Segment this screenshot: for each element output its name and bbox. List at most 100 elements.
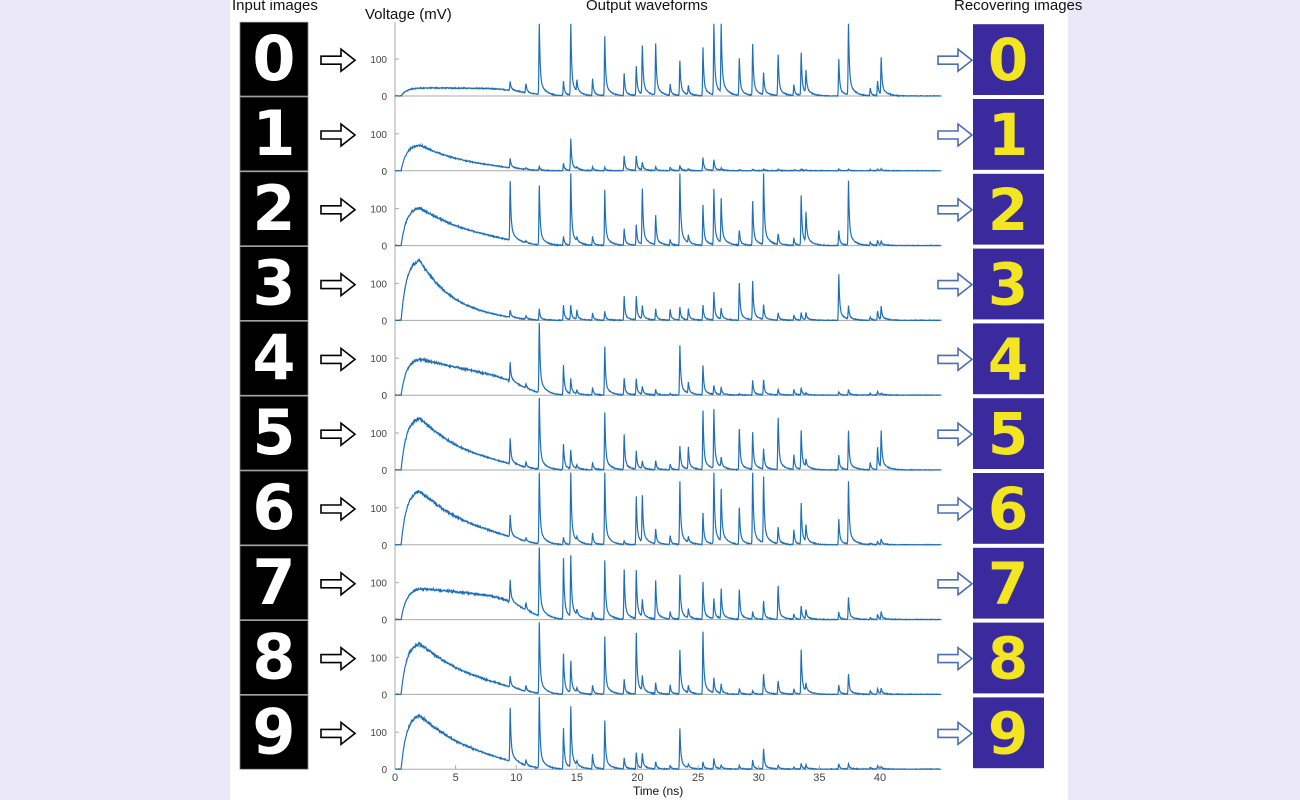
y-tick-label: 0 bbox=[381, 765, 387, 776]
y-tick-label: 100 bbox=[370, 279, 387, 290]
right-arrow-outline-icon bbox=[320, 122, 357, 148]
recovered-image-7: 7 bbox=[973, 547, 1044, 619]
recovered-image-background bbox=[973, 622, 1044, 694]
y-tick-label: 100 bbox=[370, 579, 387, 590]
y-tick-label: 0 bbox=[381, 316, 387, 327]
right-arrow-outline-icon bbox=[320, 346, 357, 373]
input-digit: 8 bbox=[252, 621, 295, 694]
input-image-background bbox=[239, 320, 309, 396]
right-arrow-outline-icon bbox=[320, 720, 357, 747]
y-tick-label: 0 bbox=[381, 690, 387, 701]
input-image-background bbox=[239, 620, 309, 695]
waveform-line-digit-3 bbox=[395, 258, 941, 322]
y-tick-label: 100 bbox=[370, 205, 387, 216]
y-tick-label: 0 bbox=[381, 466, 387, 477]
y-tick-label: 0 bbox=[381, 541, 387, 552]
right-arrow-outline-icon bbox=[937, 197, 974, 223]
input-image-background bbox=[239, 470, 309, 546]
right-arrow-outline-icon bbox=[320, 645, 357, 672]
recovered-image-2: 2 bbox=[973, 173, 1044, 245]
recovered-image-8: 8 bbox=[973, 622, 1044, 694]
recovered-image-background bbox=[973, 697, 1044, 769]
waveform-line-digit-4 bbox=[395, 322, 941, 397]
recovered-image-5: 5 bbox=[973, 398, 1044, 469]
input-digit: 0 bbox=[252, 22, 295, 95]
right-arrow-outline-icon bbox=[320, 47, 357, 73]
y-axis-label: Voltage (mV) bbox=[365, 6, 452, 23]
recovered-image-1: 1 bbox=[973, 99, 1044, 170]
input-image-7: 7 bbox=[239, 545, 309, 620]
right-arrow-outline-icon bbox=[320, 421, 357, 447]
y-tick-label: 100 bbox=[370, 55, 387, 66]
x-tick-label: 0 bbox=[392, 772, 398, 784]
input-image-2: 2 bbox=[239, 171, 309, 247]
input-image-9: 9 bbox=[239, 695, 309, 770]
recovered-image-0: 0 bbox=[973, 24, 1044, 96]
recovered-digit: 6 bbox=[988, 475, 1028, 543]
x-tick-label: 5 bbox=[453, 772, 459, 784]
x-tick-label: 40 bbox=[874, 772, 886, 784]
input-image-background bbox=[239, 545, 309, 620]
recovered-image-6: 6 bbox=[973, 473, 1044, 544]
recovered-image-background bbox=[973, 248, 1044, 320]
right-arrow-outline-icon bbox=[937, 421, 974, 447]
right-arrow-outline-icon bbox=[937, 645, 974, 672]
input-digit: 1 bbox=[252, 97, 295, 170]
input-image-4: 4 bbox=[239, 320, 309, 396]
input-image-3: 3 bbox=[239, 246, 309, 321]
recovered-image-9: 9 bbox=[973, 697, 1044, 769]
recovered-digit: 3 bbox=[988, 251, 1028, 319]
input-image-1: 1 bbox=[239, 96, 309, 172]
right-arrow-outline-icon bbox=[937, 47, 974, 73]
input-image-8: 8 bbox=[239, 620, 309, 695]
recovered-image-background bbox=[973, 24, 1044, 96]
recovered-digit: 0 bbox=[988, 26, 1028, 94]
x-axis-label: Time (ns) bbox=[633, 784, 684, 798]
recovered-digit: 5 bbox=[988, 400, 1028, 468]
recovered-digit: 4 bbox=[988, 325, 1028, 393]
waveform-line-digit-0 bbox=[394, 23, 941, 98]
right-arrow-outline-icon bbox=[937, 271, 974, 298]
y-tick-label: 100 bbox=[370, 653, 387, 664]
input-digit: 7 bbox=[252, 546, 295, 619]
input-image-0: 0 bbox=[239, 21, 309, 97]
output-waveforms-title: Output waveforms bbox=[586, 0, 708, 14]
right-arrow-outline-icon bbox=[937, 346, 974, 373]
input-digit: 9 bbox=[252, 695, 295, 768]
input-digit: 4 bbox=[252, 321, 295, 394]
y-tick-label: 100 bbox=[370, 728, 387, 739]
recovered-image-background bbox=[973, 323, 1044, 395]
recovered-image-background bbox=[973, 99, 1044, 170]
input-image-background bbox=[239, 246, 309, 321]
input-digit: 6 bbox=[252, 471, 295, 544]
right-arrow-outline-icon bbox=[937, 496, 974, 522]
figure-panel bbox=[230, 0, 1068, 800]
x-tick-label: 20 bbox=[631, 772, 643, 784]
right-arrow-outline-icon bbox=[320, 197, 357, 223]
y-tick-label: 100 bbox=[370, 130, 387, 141]
x-tick-label: 15 bbox=[571, 772, 583, 784]
recovered-image-background bbox=[973, 473, 1044, 544]
right-arrow-outline-icon bbox=[937, 122, 974, 148]
y-tick-label: 100 bbox=[370, 354, 387, 365]
waveform-line-digit-2 bbox=[394, 173, 941, 247]
input-digit: 5 bbox=[252, 396, 295, 469]
right-arrow-outline-icon bbox=[937, 720, 974, 747]
input-image-background bbox=[239, 395, 309, 471]
recovered-digit: 7 bbox=[988, 550, 1028, 618]
recovered-image-background bbox=[973, 398, 1044, 469]
recovered-image-background bbox=[973, 547, 1044, 619]
waveform-line-digit-8 bbox=[394, 622, 942, 696]
input-image-background bbox=[239, 96, 309, 172]
input-image-6: 6 bbox=[239, 470, 309, 546]
x-tick-label: 25 bbox=[692, 772, 704, 784]
input-digit: 3 bbox=[252, 247, 295, 320]
recovered-digit: 8 bbox=[988, 625, 1028, 693]
y-tick-label: 0 bbox=[381, 167, 387, 178]
input-image-background bbox=[239, 21, 309, 97]
waveform-line-digit-7 bbox=[394, 547, 941, 621]
recovered-image-3: 3 bbox=[973, 248, 1044, 320]
y-tick-label: 0 bbox=[381, 391, 387, 402]
x-tick-label: 10 bbox=[510, 772, 522, 784]
